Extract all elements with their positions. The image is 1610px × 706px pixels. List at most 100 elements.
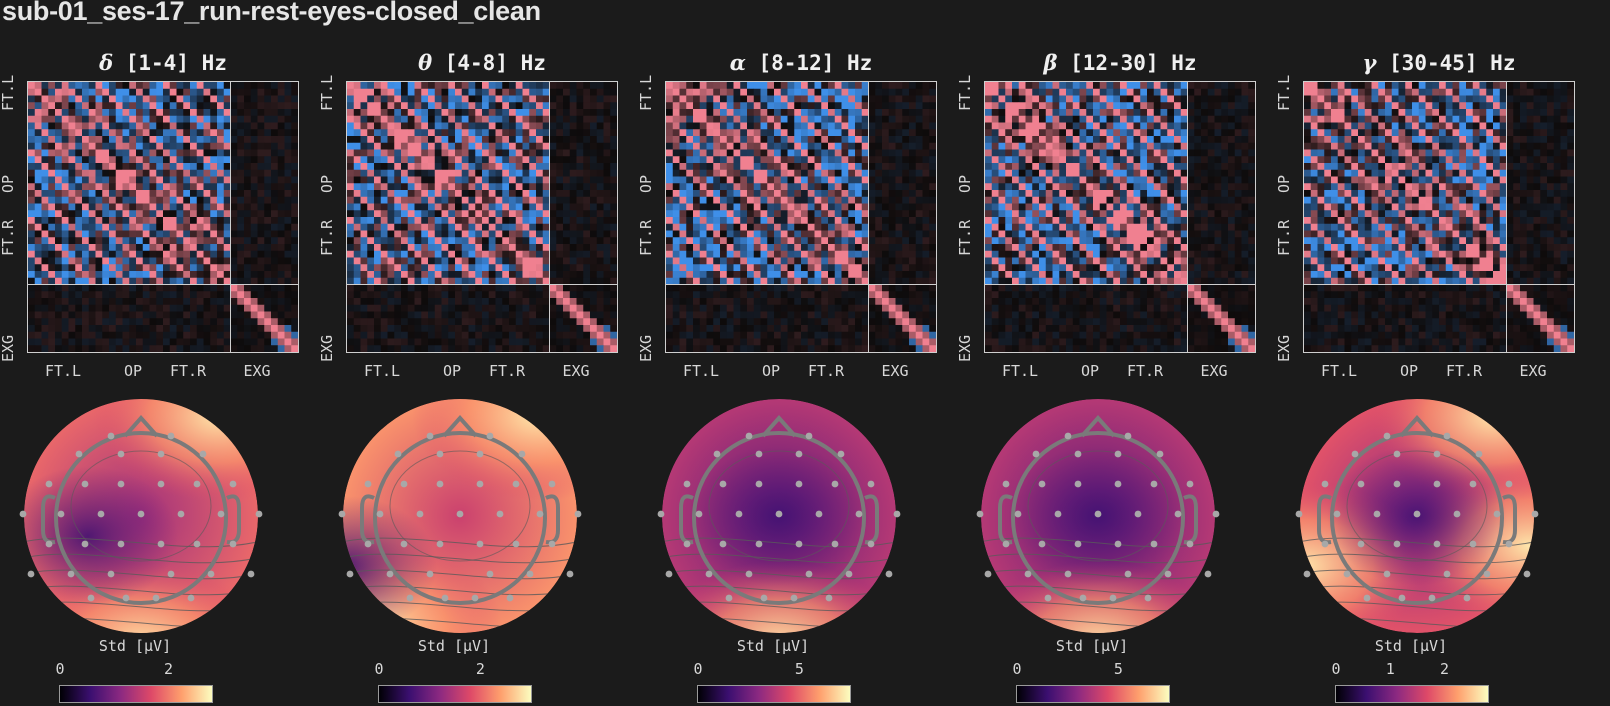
- matrix-cell: [455, 338, 463, 346]
- matrix-cell: [428, 304, 436, 312]
- matrix-cell: [284, 304, 292, 312]
- matrix-cell: [475, 115, 483, 123]
- matrix-cell: [909, 115, 917, 123]
- matrix-cell: [780, 136, 788, 144]
- matrix-cell: [569, 223, 577, 231]
- matrix-cell: [196, 210, 204, 218]
- matrix-cell: [34, 156, 42, 164]
- matrix-cell: [264, 271, 272, 279]
- matrix-cell: [102, 304, 110, 312]
- matrix-cell: [760, 82, 768, 90]
- electrode: [376, 510, 384, 518]
- matrix-cell: [203, 183, 211, 191]
- matrix-cell: [780, 109, 788, 117]
- matrix-cell: [542, 311, 550, 319]
- matrix-cell: [434, 115, 442, 123]
- matrix-cell: [461, 331, 469, 339]
- matrix-cell: [374, 203, 382, 211]
- matrix-cell: [48, 217, 56, 225]
- matrix-cell: [828, 196, 836, 204]
- matrix-cell: [55, 237, 63, 245]
- matrix-cell: [596, 156, 604, 164]
- matrix-cell: [353, 331, 361, 339]
- matrix-cell: [190, 250, 198, 258]
- matrix-cell: [787, 163, 795, 171]
- matrix-cell: [210, 203, 218, 211]
- matrix-cell: [834, 271, 842, 279]
- matrix-cell: [271, 277, 279, 285]
- matrix-cell: [686, 163, 694, 171]
- matrix-cell: [149, 250, 157, 258]
- band-range: [4-8] Hz: [432, 51, 546, 75]
- matrix-cell: [679, 298, 687, 306]
- matrix-cell: [549, 88, 557, 96]
- colorbar-label: Std [μV]: [417, 637, 491, 655]
- matrix-cell: [834, 82, 842, 90]
- matrix-cell: [922, 109, 930, 117]
- matrix-cell: [210, 95, 218, 103]
- colorbar: [59, 685, 213, 703]
- matrix-cell: [834, 257, 842, 265]
- matrix-cell: [88, 176, 96, 184]
- matrix-cell: [61, 237, 69, 245]
- matrix-cell: [41, 156, 49, 164]
- matrix-cell: [603, 318, 611, 326]
- matrix-cell: [109, 176, 117, 184]
- matrix-cell: [488, 115, 496, 123]
- matrix-cell: [679, 271, 687, 279]
- matrix-cell: [230, 311, 238, 319]
- matrix-cell: [55, 142, 63, 150]
- matrix-cell: [488, 223, 496, 231]
- matrix-cell: [461, 102, 469, 110]
- matrix-cell: [414, 142, 422, 150]
- matrix-cell: [542, 203, 550, 211]
- matrix-cell: [699, 264, 707, 272]
- matrix-cell: [421, 250, 429, 258]
- matrix-cell: [48, 82, 56, 90]
- matrix-cell: [529, 210, 537, 218]
- matrix-cell: [230, 338, 238, 346]
- matrix-cell: [515, 176, 523, 184]
- matrix-cell: [590, 223, 598, 231]
- matrix-cell: [563, 331, 571, 339]
- matrix-cell: [821, 291, 829, 299]
- matrix-cell: [109, 223, 117, 231]
- matrix-cell: [841, 331, 849, 339]
- matrix-cell: [868, 311, 876, 319]
- matrix-cell: [603, 345, 611, 352]
- matrix-cell: [699, 183, 707, 191]
- matrix-cell: [414, 156, 422, 164]
- matrix-cell: [515, 230, 523, 238]
- matrix-cell: [569, 122, 577, 130]
- matrix-cell: [569, 230, 577, 238]
- matrix-cell: [747, 217, 755, 225]
- matrix-cell: [176, 298, 184, 306]
- matrix-col-label: EXG: [243, 362, 271, 380]
- matrix-cell: [834, 169, 842, 177]
- electrode: [476, 450, 484, 458]
- matrix-cell: [380, 102, 388, 110]
- matrix-cell: [834, 176, 842, 184]
- matrix-cell: [909, 257, 917, 265]
- matrix-cell: [888, 176, 896, 184]
- matrix-cell: [821, 257, 829, 265]
- matrix-cell: [482, 264, 490, 272]
- matrix-cell: [868, 217, 876, 225]
- matrix-col-label: FT.L: [44, 362, 82, 380]
- matrix-cell: [217, 109, 225, 117]
- matrix-cell: [855, 311, 863, 319]
- matrix-cell: [834, 210, 842, 218]
- matrix-cell: [909, 237, 917, 245]
- matrix-cell: [569, 109, 577, 117]
- matrix-cell: [347, 311, 355, 319]
- matrix-cell: [129, 142, 137, 150]
- matrix-cell: [353, 95, 361, 103]
- matrix-cell: [448, 291, 456, 299]
- matrix-cell: [679, 223, 687, 231]
- matrix-cell: [142, 190, 150, 198]
- matrix-cell: [367, 196, 375, 204]
- matrix-cell: [102, 203, 110, 211]
- matrix-cell: [807, 325, 815, 333]
- matrix-cell: [190, 156, 198, 164]
- matrix-cell: [915, 257, 923, 265]
